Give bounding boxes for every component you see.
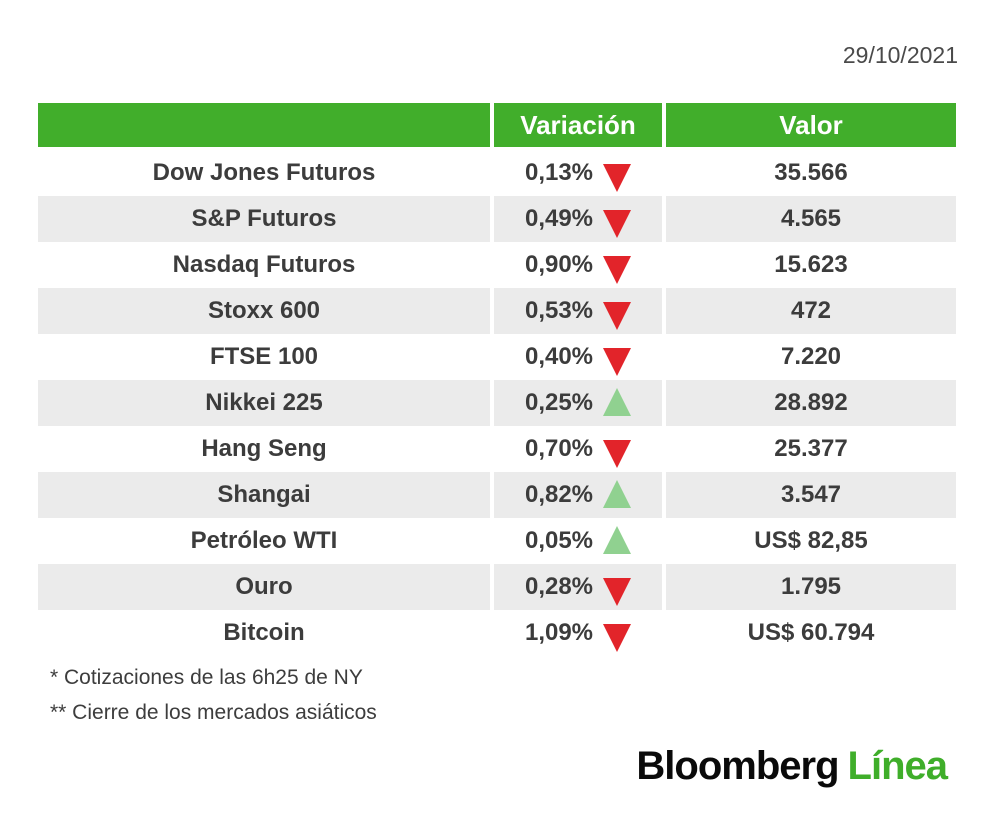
report-date: 29/10/2021: [842, 42, 958, 68]
table-row: Hang Seng 0,70% 25.377: [38, 426, 956, 472]
instrument-name: Nikkei 225: [38, 380, 490, 426]
variation-value: 0,25%: [524, 389, 594, 416]
variation-cell: 0,40%: [494, 334, 662, 380]
variation-value: 0,53%: [524, 297, 594, 324]
value-cell: 3.547: [666, 472, 956, 518]
table-row: Petróleo WTI 0,05% US$ 82,85: [38, 518, 956, 564]
variation-cell: 0,49%: [494, 196, 662, 242]
market-table: Variación Valor Dow Jones Futuros 0,13% …: [38, 103, 956, 656]
direction-triangle-icon: [603, 256, 632, 284]
instrument-name: Shangai: [38, 472, 490, 518]
logo-text-bloomberg: Bloomberg: [636, 744, 839, 788]
direction-triangle-icon: [603, 526, 632, 554]
header-cell-value: Valor: [666, 103, 956, 147]
variation-value: 0,28%: [524, 573, 594, 600]
value-cell: 15.623: [666, 242, 956, 288]
variation-value: 0,40%: [524, 343, 594, 370]
value-cell: 35.566: [666, 150, 956, 196]
bloomberg-linea-logo: Bloomberg Línea: [636, 744, 948, 789]
variation-cell: 0,28%: [494, 564, 662, 610]
table-row: Nikkei 225 0,25% 28.892: [38, 380, 956, 426]
value-cell: 7.220: [666, 334, 956, 380]
direction-triangle-icon: [603, 624, 632, 652]
table-row: Bitcoin 1,09% US$ 60.794: [38, 610, 956, 656]
table-row: Shangai 0,82% 3.547: [38, 472, 956, 518]
direction-triangle-icon: [603, 302, 632, 330]
variation-value: 0,82%: [524, 481, 594, 508]
footnotes: * Cotizaciones de las 6h25 de NY ** Cier…: [50, 660, 377, 730]
value-cell: 4.565: [666, 196, 956, 242]
table-row: S&P Futuros 0,49% 4.565: [38, 196, 956, 242]
table-header-row: Variación Valor: [38, 103, 956, 147]
value-cell: 1.795: [666, 564, 956, 610]
variation-cell: 0,82%: [494, 472, 662, 518]
instrument-name: FTSE 100: [38, 334, 490, 380]
variation-value: 1,09%: [524, 619, 594, 646]
instrument-name: Petróleo WTI: [38, 518, 490, 564]
footnote-ny: * Cotizaciones de las 6h25 de NY: [50, 666, 363, 689]
direction-triangle-icon: [603, 210, 632, 238]
header-cell-name: [38, 103, 490, 147]
instrument-name: Ouro: [38, 564, 490, 610]
logo-text-linea: Línea: [847, 744, 948, 788]
table-row: Nasdaq Futuros 0,90% 15.623: [38, 242, 956, 288]
variation-value: 0,49%: [524, 205, 594, 232]
footnote-asia: ** Cierre de los mercados asiáticos: [50, 701, 377, 724]
value-cell: 472: [666, 288, 956, 334]
value-cell: US$ 82,85: [666, 518, 956, 564]
variation-cell: 0,90%: [494, 242, 662, 288]
direction-triangle-icon: [603, 388, 632, 416]
instrument-name: Bitcoin: [38, 610, 490, 656]
variation-cell: 0,25%: [494, 380, 662, 426]
direction-triangle-icon: [603, 164, 632, 192]
instrument-name: S&P Futuros: [38, 196, 490, 242]
variation-cell: 1,09%: [494, 610, 662, 656]
variation-value: 0,13%: [524, 159, 594, 186]
direction-triangle-icon: [603, 578, 632, 606]
table-row: Ouro 0,28% 1.795: [38, 564, 956, 610]
variation-cell: 0,53%: [494, 288, 662, 334]
instrument-name: Hang Seng: [38, 426, 490, 472]
variation-value: 0,90%: [524, 251, 594, 278]
variation-cell: 0,05%: [494, 518, 662, 564]
table-row: Stoxx 600 0,53% 472: [38, 288, 956, 334]
direction-triangle-icon: [603, 480, 632, 508]
instrument-name: Nasdaq Futuros: [38, 242, 490, 288]
variation-cell: 0,13%: [494, 150, 662, 196]
table-row: FTSE 100 0,40% 7.220: [38, 334, 956, 380]
header-cell-variation: Variación: [494, 103, 662, 147]
variation-cell: 0,70%: [494, 426, 662, 472]
instrument-name: Stoxx 600: [38, 288, 490, 334]
value-cell: US$ 60.794: [666, 610, 956, 656]
value-cell: 25.377: [666, 426, 956, 472]
direction-triangle-icon: [603, 440, 632, 468]
table-body: Dow Jones Futuros 0,13% 35.566 S&P Futur…: [38, 150, 956, 656]
value-cell: 28.892: [666, 380, 956, 426]
variation-value: 0,70%: [524, 435, 594, 462]
direction-triangle-icon: [603, 348, 632, 376]
instrument-name: Dow Jones Futuros: [38, 150, 490, 196]
table-row: Dow Jones Futuros 0,13% 35.566: [38, 150, 956, 196]
variation-value: 0,05%: [524, 527, 594, 554]
